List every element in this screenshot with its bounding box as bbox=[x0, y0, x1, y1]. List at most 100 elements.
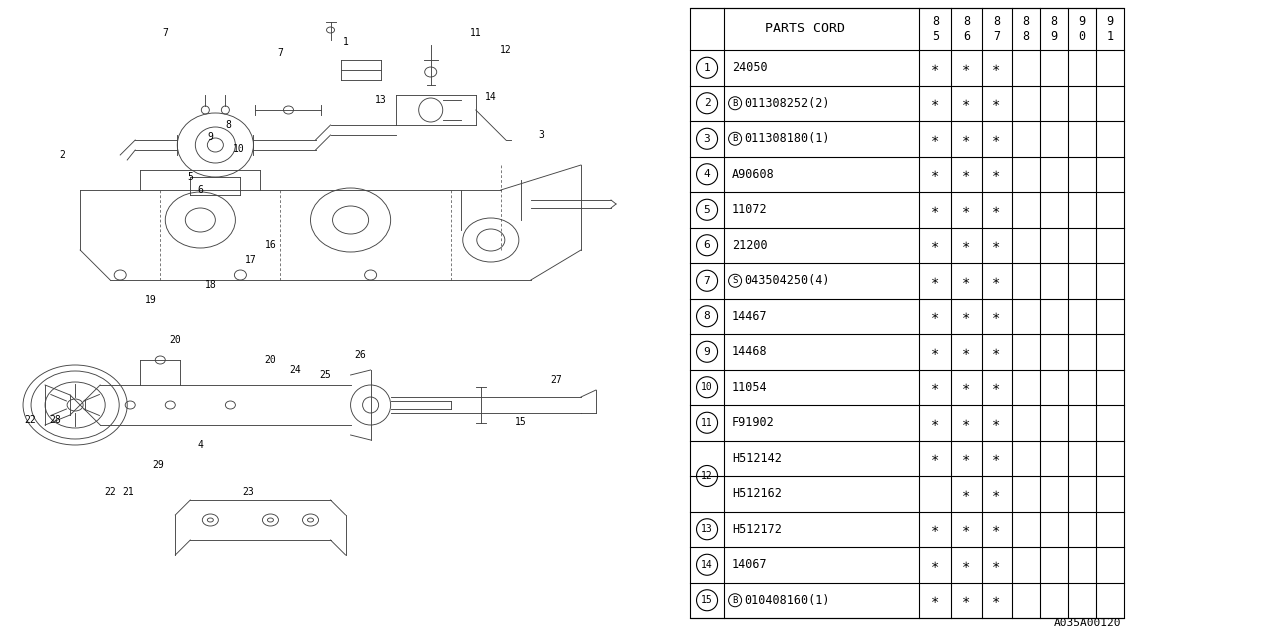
Text: ∗: ∗ bbox=[932, 274, 940, 288]
Text: ∗: ∗ bbox=[963, 522, 970, 536]
Text: ∗: ∗ bbox=[963, 451, 970, 465]
Text: S: S bbox=[732, 276, 737, 285]
Text: 2: 2 bbox=[704, 99, 710, 108]
Text: ∗: ∗ bbox=[963, 345, 970, 359]
Text: 14067: 14067 bbox=[732, 558, 768, 572]
Text: ∗: ∗ bbox=[992, 167, 1001, 181]
Text: 8
6: 8 6 bbox=[963, 15, 970, 43]
Text: 15: 15 bbox=[701, 595, 713, 605]
Text: 1: 1 bbox=[704, 63, 710, 73]
Text: 21200: 21200 bbox=[732, 239, 768, 252]
Text: ∗: ∗ bbox=[963, 96, 970, 110]
Text: 22: 22 bbox=[24, 415, 36, 425]
Text: 3: 3 bbox=[704, 134, 710, 144]
Text: 20: 20 bbox=[169, 335, 182, 345]
Text: ∗: ∗ bbox=[992, 132, 1001, 146]
Text: ∗: ∗ bbox=[963, 132, 970, 146]
Text: ∗: ∗ bbox=[992, 522, 1001, 536]
Text: 5: 5 bbox=[187, 172, 193, 182]
Text: ∗: ∗ bbox=[932, 416, 940, 429]
Text: 9: 9 bbox=[207, 132, 214, 142]
Text: 11072: 11072 bbox=[732, 204, 768, 216]
Text: 8: 8 bbox=[704, 311, 710, 321]
Text: ∗: ∗ bbox=[992, 380, 1001, 394]
Text: 26: 26 bbox=[355, 350, 366, 360]
Text: 27: 27 bbox=[550, 375, 562, 385]
Text: ∗: ∗ bbox=[992, 593, 1001, 607]
Text: 1: 1 bbox=[343, 37, 348, 47]
Text: ∗: ∗ bbox=[992, 416, 1001, 429]
Text: 14: 14 bbox=[701, 560, 713, 570]
Text: 7: 7 bbox=[704, 276, 710, 285]
Text: ∗: ∗ bbox=[992, 557, 1001, 572]
Text: ∗: ∗ bbox=[963, 167, 970, 181]
Text: ∗: ∗ bbox=[932, 345, 940, 359]
Text: ∗: ∗ bbox=[992, 274, 1001, 288]
Text: PARTS CORD: PARTS CORD bbox=[764, 22, 845, 35]
Text: ∗: ∗ bbox=[963, 61, 970, 75]
Text: A035A00120: A035A00120 bbox=[1055, 618, 1121, 628]
Text: ∗: ∗ bbox=[932, 593, 940, 607]
Text: 29: 29 bbox=[152, 460, 164, 470]
Text: 22: 22 bbox=[104, 487, 116, 497]
Text: 043504250(4): 043504250(4) bbox=[744, 275, 829, 287]
Text: ∗: ∗ bbox=[992, 96, 1001, 110]
Text: ∗: ∗ bbox=[992, 451, 1001, 465]
Bar bbox=[690, 8, 1124, 618]
Text: ∗: ∗ bbox=[992, 309, 1001, 323]
Text: 9
0: 9 0 bbox=[1078, 15, 1085, 43]
Text: 6: 6 bbox=[197, 185, 204, 195]
Text: 28: 28 bbox=[49, 415, 61, 425]
Text: 14468: 14468 bbox=[732, 345, 768, 358]
Text: 23: 23 bbox=[242, 487, 255, 497]
Text: 16: 16 bbox=[265, 240, 276, 250]
Text: ∗: ∗ bbox=[963, 203, 970, 217]
Text: ∗: ∗ bbox=[963, 309, 970, 323]
Text: 7: 7 bbox=[163, 28, 168, 38]
Text: 24050: 24050 bbox=[732, 61, 768, 74]
Text: 011308180(1): 011308180(1) bbox=[744, 132, 829, 145]
Text: B: B bbox=[732, 134, 737, 143]
Text: 6: 6 bbox=[704, 240, 710, 250]
Text: ∗: ∗ bbox=[932, 522, 940, 536]
Text: 5: 5 bbox=[704, 205, 710, 215]
Text: ∗: ∗ bbox=[963, 557, 970, 572]
Text: B: B bbox=[732, 99, 737, 108]
Text: 4: 4 bbox=[704, 169, 710, 179]
Text: ∗: ∗ bbox=[932, 380, 940, 394]
Text: 11: 11 bbox=[470, 28, 481, 38]
Text: ∗: ∗ bbox=[963, 416, 970, 429]
Text: ∗: ∗ bbox=[932, 167, 940, 181]
Text: 9: 9 bbox=[704, 347, 710, 356]
Text: ∗: ∗ bbox=[992, 487, 1001, 500]
Text: 10: 10 bbox=[233, 144, 244, 154]
Text: ∗: ∗ bbox=[992, 345, 1001, 359]
Text: 12: 12 bbox=[500, 45, 512, 55]
Text: 3: 3 bbox=[538, 130, 544, 140]
Text: 25: 25 bbox=[320, 370, 332, 380]
Text: 17: 17 bbox=[244, 255, 256, 265]
Text: 10: 10 bbox=[701, 382, 713, 392]
Text: ∗: ∗ bbox=[932, 238, 940, 252]
Text: 20: 20 bbox=[265, 355, 276, 365]
Text: 8
9: 8 9 bbox=[1050, 15, 1057, 43]
Text: 010408160(1): 010408160(1) bbox=[744, 594, 829, 607]
Text: 18: 18 bbox=[205, 280, 216, 290]
Text: ∗: ∗ bbox=[932, 96, 940, 110]
Text: 8: 8 bbox=[225, 120, 232, 130]
Text: H512162: H512162 bbox=[732, 487, 782, 500]
Text: ∗: ∗ bbox=[932, 309, 940, 323]
Text: ∗: ∗ bbox=[992, 238, 1001, 252]
Text: 11054: 11054 bbox=[732, 381, 768, 394]
Text: ∗: ∗ bbox=[963, 274, 970, 288]
Text: ∗: ∗ bbox=[992, 203, 1001, 217]
Text: ∗: ∗ bbox=[932, 557, 940, 572]
Text: ∗: ∗ bbox=[932, 61, 940, 75]
Text: 13: 13 bbox=[375, 95, 387, 105]
Text: ∗: ∗ bbox=[963, 487, 970, 500]
Text: 8
8: 8 8 bbox=[1021, 15, 1029, 43]
Text: 8
7: 8 7 bbox=[993, 15, 1000, 43]
Text: H512172: H512172 bbox=[732, 523, 782, 536]
Text: 14467: 14467 bbox=[732, 310, 768, 323]
Text: ∗: ∗ bbox=[963, 380, 970, 394]
